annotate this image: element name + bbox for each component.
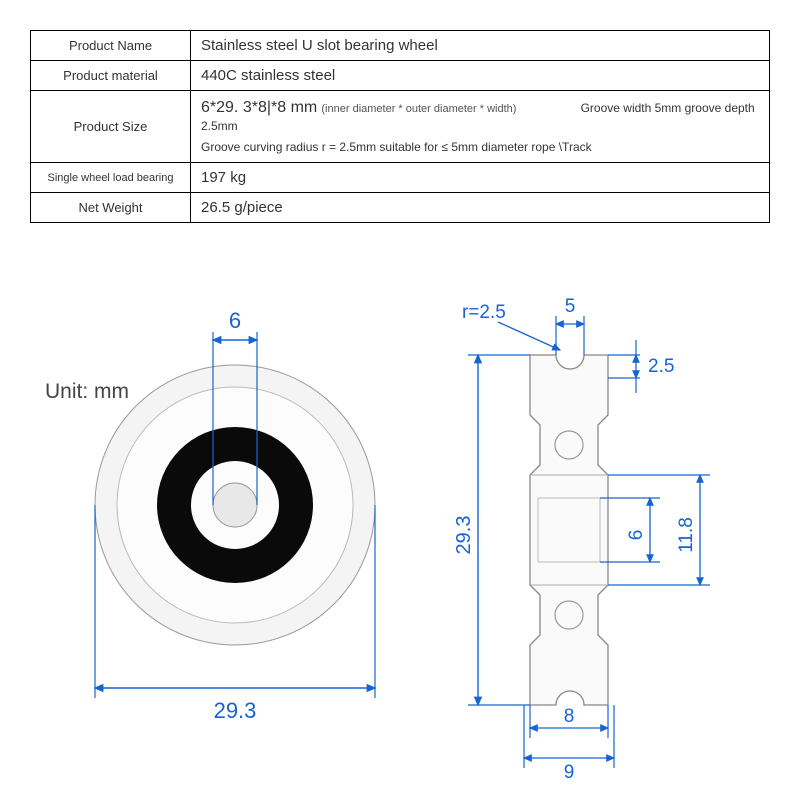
dim-outer: 29.3 <box>214 698 257 723</box>
row-load-label: Single wheel load bearing <box>31 163 191 193</box>
row-size-value: 6*29. 3*8|*8 mm (inner diameter * outer … <box>191 91 770 163</box>
spec-table: Product Name Stainless steel U slot bear… <box>30 30 770 223</box>
front-view: 6 29.3 <box>95 308 375 723</box>
section-view: r=2.5 5 2.5 29.3 6 11.8 8 <box>453 296 710 780</box>
technical-drawing: 6 29.3 r=2.5 5 2.5 29.3 <box>0 260 800 780</box>
dim-mid-h: 11.8 <box>676 517 697 553</box>
row-material-value: 440C stainless steel <box>191 61 770 91</box>
dim-groove-d: 2.5 <box>648 356 674 377</box>
row-material-label: Product material <box>31 61 191 91</box>
row-name-label: Product Name <box>31 31 191 61</box>
dim-radius: r=2.5 <box>462 302 506 323</box>
size-main: 6*29. 3*8|*8 mm <box>201 99 317 116</box>
row-load-value: 197 kg <box>191 163 770 193</box>
row-name-value: Stainless steel U slot bearing wheel <box>191 31 770 61</box>
dim-overall-w: 9 <box>564 762 575 780</box>
row-weight-value: 26.5 g/piece <box>191 193 770 223</box>
row-weight-label: Net Weight <box>31 193 191 223</box>
dim-width: 8 <box>564 706 575 727</box>
size-sub: Groove curving radius r = 2.5mm suitable… <box>201 140 759 154</box>
row-size-label: Product Size <box>31 91 191 163</box>
size-note: (inner diameter * outer diameter * width… <box>321 103 516 115</box>
dim-overall-h: 29.3 <box>453 516 475 555</box>
dim-bore: 6 <box>229 308 241 333</box>
dim-bore-section: 6 <box>626 530 647 541</box>
dim-groove-w: 5 <box>565 296 576 317</box>
